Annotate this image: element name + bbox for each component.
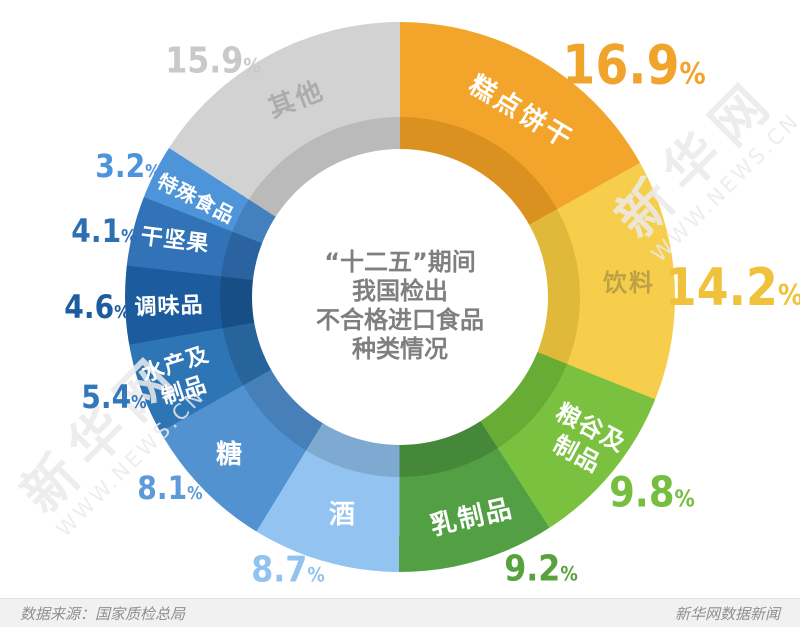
chart-title-line-1: “十二五”期间: [324, 248, 476, 276]
chart-title-line-4: 种类情况: [352, 335, 448, 363]
chart-title: “十二五”期间 我国检出 不合格进口食品 种类情况: [260, 248, 540, 364]
slice-percent-label: 4.6%: [64, 288, 130, 326]
donut-chart: [125, 22, 675, 572]
donut-hole: [252, 149, 548, 445]
data-source-text: 数据来源：国家质检总局: [20, 604, 186, 623]
footer-bar: 数据来源：国家质检总局 新华网数据新闻: [0, 598, 800, 627]
credit-text: 新华网数据新闻: [674, 604, 780, 623]
chart-title-line-3: 不合格进口食品: [316, 306, 484, 334]
slice-percent-label: 14.2%: [664, 258, 800, 318]
chart-title-line-2: 我国检出: [352, 277, 448, 305]
